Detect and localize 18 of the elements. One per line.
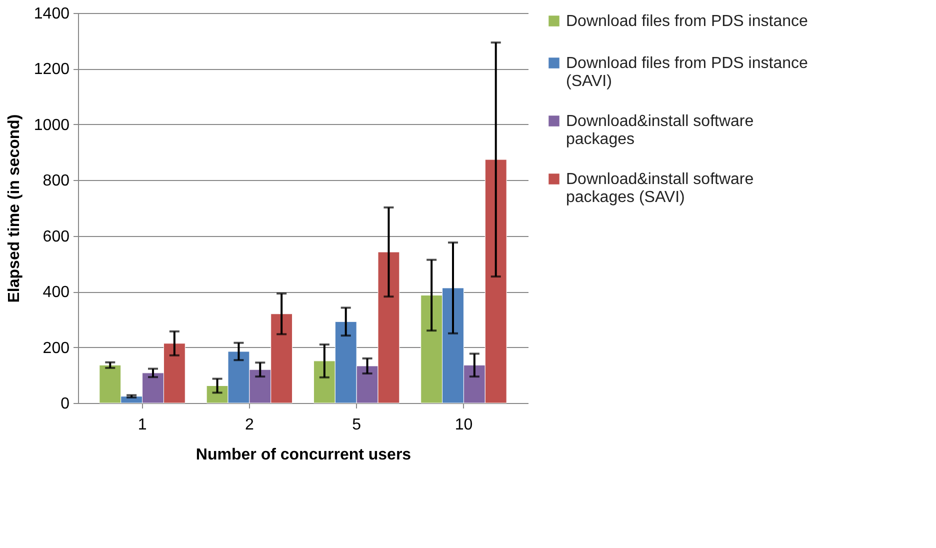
x-tick-label: 5 <box>352 416 362 434</box>
x-tick-label: 2 <box>244 416 254 434</box>
legend-label: Download&install software packages <box>566 113 754 148</box>
y-tick-label: 200 <box>42 340 70 357</box>
y-tick-label: 800 <box>42 172 70 190</box>
x-tick-label: 10 <box>454 416 473 434</box>
legend-label: Download files from PDS instance (SAVI) <box>566 55 808 90</box>
x-axis-title: Number of concurrent users <box>196 446 412 464</box>
y-tick-label: 1000 <box>34 116 70 134</box>
y-axis-title: Elapsed time (in second) <box>6 114 23 303</box>
y-tick-label: 1400 <box>34 6 70 22</box>
x-tick-label: 1 <box>138 416 147 434</box>
legend-label: Download&install software packages (SAVI) <box>566 171 754 206</box>
y-tick-label: 400 <box>42 284 70 302</box>
y-tick-label: 0 <box>60 396 70 412</box>
y-tick-label: 600 <box>42 228 70 246</box>
y-tick-label: 1200 <box>34 61 70 78</box>
legend-label: Download files from PDS instance <box>566 13 808 30</box>
